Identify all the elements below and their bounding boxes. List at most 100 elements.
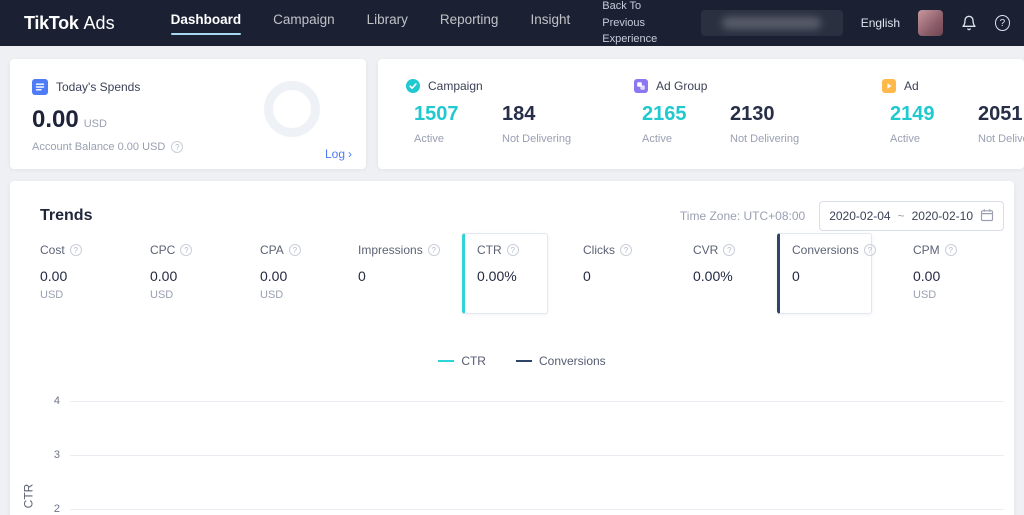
todays-spends-card: Today's Spends 0.00 USD Account Balance 0… (10, 59, 366, 169)
metric-selector-row: Cost? 0.00 USD CPC? 0.00 USD CPA? 0.00 U… (40, 233, 1004, 314)
campaign-group-label: Campaign (428, 79, 483, 93)
trends-chart: CTR 4 3 2 (21, 394, 1004, 515)
info-icon[interactable]: ? (288, 244, 301, 256)
metric-cpa[interactable]: CPA? 0.00 USD (260, 233, 358, 302)
spends-icon (32, 79, 48, 95)
top-navbar: TikTok Ads Dashboard Campaign Library Re… (0, 0, 1024, 46)
spends-title: Today's Spends (56, 80, 141, 94)
y-tick-2: 2 (53, 503, 60, 515)
conversions-line-swatch (515, 360, 532, 362)
overview-cards-row: Today's Spends 0.00 USD Account Balance 0… (10, 59, 1024, 169)
adgroup-active-count[interactable]: 2165 (642, 103, 687, 125)
nav-reporting[interactable]: Reporting (439, 11, 499, 27)
ad-not-delivering-stat: 2051 Not Delivering (978, 103, 1024, 145)
ad-icon (882, 79, 896, 93)
back-to-previous-line2: Experience (602, 33, 658, 46)
account-balance-label: Account Balance 0.00 USD (32, 141, 166, 153)
campaign-active-label: Active (414, 133, 444, 145)
dashboard-main: Today's Spends 0.00 USD Account Balance 0… (0, 59, 1024, 515)
metric-clicks[interactable]: Clicks? 0 (583, 233, 693, 302)
chevron-right-icon: › (348, 147, 352, 161)
ad-not-delivering-count[interactable]: 2051 (978, 103, 1023, 125)
log-label: Log (324, 147, 345, 161)
spends-amount-value: 0.00 (32, 106, 79, 133)
language-selector[interactable]: English (860, 16, 901, 30)
adgroup-active-stat: 2165 Active (642, 103, 730, 145)
delivery-group-campaign: Campaign 1507 Active 184 Not Delivering (406, 79, 634, 169)
help-glyph: ? (999, 17, 1006, 29)
chart-legend: CTR Conversions (40, 354, 1004, 368)
logo-text-bold: TikTok (24, 12, 79, 33)
main-nav: Dashboard Campaign Library Reporting Ins… (171, 12, 603, 35)
y-axis-title: CTR (21, 483, 36, 509)
info-icon[interactable]: ? (944, 244, 957, 256)
info-icon[interactable]: ? (506, 244, 519, 256)
info-icon[interactable]: ? (723, 244, 736, 256)
date-start: 2020-02-04 (829, 209, 891, 223)
campaign-not-delivering-stat: 184 Not Delivering (502, 103, 571, 145)
ad-group-icon (634, 79, 648, 93)
tiktok-ads-logo[interactable]: TikTok Ads (24, 13, 115, 34)
timezone-label: Time Zone: UTC+08:00 (679, 209, 806, 223)
trends-card: Trends Time Zone: UTC+08:00 2020-02-04 ~… (10, 181, 1014, 515)
ctr-line-swatch (438, 360, 455, 362)
delivery-group-adgroup: Ad Group 2165 Active 2130 Not Delivering (634, 79, 882, 169)
trends-title: Trends (40, 207, 93, 224)
info-icon[interactable]: ? (620, 244, 632, 256)
blurred-account-text (721, 17, 822, 29)
date-end: 2020-02-10 (911, 209, 973, 223)
info-icon[interactable]: ? (863, 244, 876, 256)
campaign-not-delivering-label: Not Delivering (502, 133, 572, 145)
back-to-previous-link[interactable]: Back To Previous Experience (602, 0, 682, 48)
metric-cpm[interactable]: CPM? 0.00 USD (913, 233, 1003, 302)
metric-cost[interactable]: Cost? 0.00 USD (40, 233, 150, 302)
back-to-previous-line1: Back To Previous (602, 0, 646, 29)
calendar-icon (980, 208, 994, 225)
bell-icon[interactable] (961, 15, 977, 31)
info-icon[interactable]: ? (69, 244, 82, 256)
delivery-status-card: Campaign 1507 Active 184 Not Delivering (378, 59, 1024, 169)
nav-campaign[interactable]: Campaign (273, 11, 335, 27)
ad-active-label: Active (890, 133, 920, 145)
info-icon[interactable]: ? (427, 244, 440, 256)
topbar-right: Back To Previous Experience English ? (602, 0, 1010, 48)
date-separator: ~ (897, 209, 905, 223)
ad-active-count[interactable]: 2149 (890, 103, 935, 125)
adgroup-not-delivering-count[interactable]: 2130 (730, 103, 775, 125)
metric-conversions[interactable]: Conversions? 0 (777, 233, 876, 314)
date-range-picker[interactable]: 2020-02-04 ~ 2020-02-10 (819, 201, 1004, 231)
info-icon[interactable]: ? (180, 244, 193, 256)
campaign-icon (406, 79, 420, 93)
y-tick-3: 3 (53, 449, 60, 461)
nav-insight[interactable]: Insight (530, 11, 571, 27)
account-name-redacted[interactable] (700, 10, 843, 36)
campaign-active-count[interactable]: 1507 (414, 103, 459, 125)
nav-library[interactable]: Library (366, 11, 408, 27)
help-icon[interactable]: ? (994, 15, 1010, 31)
y-tick-4: 4 (53, 395, 60, 407)
ad-group-label: Ad (904, 79, 919, 93)
metric-ctr[interactable]: CTR? 0.00% (462, 233, 548, 314)
metric-impressions[interactable]: Impressions? 0 (358, 233, 462, 302)
adgroup-not-delivering-label: Not Delivering (730, 133, 800, 145)
ad-not-delivering-label: Not Delivering (978, 133, 1024, 145)
ad-active-stat: 2149 Active (890, 103, 978, 145)
spends-currency: USD (83, 118, 107, 130)
metric-cpc[interactable]: CPC? 0.00 USD (150, 233, 260, 302)
delivery-group-ad: Ad 2149 Active 2051 Not Delivering (882, 79, 1024, 169)
metric-cvr[interactable]: CVR? 0.00% (693, 233, 777, 302)
adgroup-not-delivering-stat: 2130 Not Delivering (730, 103, 799, 145)
legend-conversions[interactable]: Conversions (515, 354, 606, 368)
campaign-active-stat: 1507 Active (414, 103, 502, 145)
info-icon[interactable]: ? (171, 141, 184, 153)
avatar[interactable] (918, 10, 943, 36)
nav-dashboard[interactable]: Dashboard (171, 12, 242, 35)
legend-ctr[interactable]: CTR (438, 354, 486, 368)
spends-amount: 0.00 USD (32, 106, 346, 134)
logo-text-light: Ads (83, 12, 115, 33)
adgroup-active-label: Active (642, 133, 672, 145)
campaign-not-delivering-count[interactable]: 184 (502, 103, 536, 125)
spends-donut-chart (264, 81, 320, 137)
log-link[interactable]: Log › (325, 147, 352, 161)
adgroup-group-label: Ad Group (656, 79, 708, 93)
